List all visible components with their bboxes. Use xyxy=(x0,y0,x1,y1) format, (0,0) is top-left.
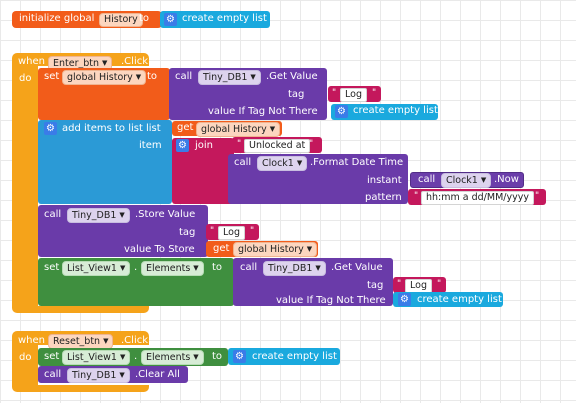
when-label: when xyxy=(18,335,46,346)
set-to-label: to xyxy=(212,262,223,273)
call-label: call xyxy=(44,369,62,380)
call-label: call xyxy=(240,262,258,273)
clock-now-component-dropdown[interactable]: Clock1 ▼ xyxy=(441,173,492,188)
mutator-gear-icon[interactable]: ⚙ xyxy=(44,122,57,135)
elements-property-dropdown[interactable]: Elements ▼ xyxy=(141,350,204,365)
create-empty-list-block[interactable] xyxy=(393,292,503,307)
dot-separator: . xyxy=(134,262,138,273)
do-label: do xyxy=(19,73,32,84)
now-method-label: .Now xyxy=(494,174,519,185)
call-label: call xyxy=(175,71,193,82)
clock-component-dropdown[interactable]: Clock1 ▼ xyxy=(257,156,308,171)
value-if-tag-not-there-label: value If Tag Not There xyxy=(276,295,386,306)
tag-param-label: tag xyxy=(367,280,384,291)
tinydb-component-dropdown[interactable]: Tiny_DB1 ▼ xyxy=(67,208,130,223)
get-label: get xyxy=(213,243,230,254)
tag-param-label: tag xyxy=(288,89,305,100)
text-unlocked-field[interactable]: Unlocked at xyxy=(244,139,311,153)
mutator-gear-icon[interactable]: ⚙ xyxy=(233,350,246,363)
item-param-label: item xyxy=(139,140,162,151)
when-label: when xyxy=(18,56,46,67)
text-pattern-field[interactable]: hh:mm a dd/MM/yyyy xyxy=(421,191,534,205)
storevalue-method-label: .Store Value xyxy=(135,209,196,220)
tinydb-component-dropdown[interactable]: Tiny_DB1 ▼ xyxy=(67,368,130,383)
getvalue-method-label: .Get Value xyxy=(331,262,383,273)
add-items-label: add items to list xyxy=(62,123,143,134)
text-log-field[interactable]: Log xyxy=(405,279,432,293)
mutator-gear-icon[interactable]: ⚙ xyxy=(335,105,348,118)
create-empty-list-label: create empty list xyxy=(353,105,438,116)
text-log-field[interactable]: Log xyxy=(218,226,245,240)
init-to-label: to xyxy=(139,13,150,24)
join-label: join xyxy=(195,140,214,151)
instant-param-label: instant xyxy=(367,175,402,186)
reset-btn-component-dropdown[interactable]: Reset_btn ▼ xyxy=(48,334,114,349)
get-history-var-dropdown[interactable]: global History ▼ xyxy=(196,122,281,137)
call-label: call xyxy=(234,157,252,168)
click-event-label: .Click xyxy=(121,335,149,346)
listview-component-dropdown[interactable]: List_View1 ▼ xyxy=(62,261,131,276)
set-to-label: to xyxy=(147,71,158,82)
call-label: call xyxy=(418,174,436,185)
click-event-label: .Click xyxy=(121,56,149,67)
set-to-label: to xyxy=(212,351,223,362)
value-to-store-label: value To Store xyxy=(124,244,195,255)
create-empty-list-label: create empty list xyxy=(182,13,267,24)
set-label: set xyxy=(44,351,60,362)
text-log-field[interactable]: Log xyxy=(340,88,367,102)
add-items-to-list-block[interactable] xyxy=(38,120,172,204)
create-empty-list-label: create empty list xyxy=(252,351,337,362)
create-empty-list-block[interactable] xyxy=(331,104,438,120)
set-label: set xyxy=(44,262,60,273)
mutator-gear-icon[interactable]: ⚙ xyxy=(176,139,189,152)
listview-component-dropdown[interactable]: List_View1 ▼ xyxy=(62,350,131,365)
get-label: get xyxy=(177,122,194,133)
tag-param-label: tag xyxy=(179,227,196,238)
value-if-tag-not-there-label: value If Tag Not There xyxy=(208,106,318,117)
history-var-name-field[interactable]: History xyxy=(99,13,143,27)
init-global-label: initialize global xyxy=(19,13,95,24)
list-param-label: list xyxy=(146,123,161,134)
call-label: call xyxy=(44,209,62,220)
getvalue-method-label: .Get Value xyxy=(266,71,318,82)
get-history-var-dropdown[interactable]: global History ▼ xyxy=(233,242,318,257)
tinydb-component-dropdown[interactable]: Tiny_DB1 ▼ xyxy=(198,70,261,85)
do-label: do xyxy=(19,352,32,363)
elements-property-dropdown[interactable]: Elements ▼ xyxy=(141,261,204,276)
create-empty-list-block[interactable] xyxy=(160,11,270,28)
mutator-gear-icon[interactable]: ⚙ xyxy=(398,293,411,306)
format-datetime-method-label: .Format Date Time xyxy=(310,157,404,168)
pattern-param-label: pattern xyxy=(365,192,402,203)
create-empty-list-label: create empty list xyxy=(417,294,502,305)
dot-separator: . xyxy=(134,351,138,362)
clearall-method-label: .Clear All xyxy=(135,369,180,380)
set-label: set xyxy=(44,71,60,82)
create-empty-list-block[interactable] xyxy=(228,348,340,365)
mutator-gear-icon[interactable]: ⚙ xyxy=(164,13,177,26)
tinydb-component-dropdown[interactable]: Tiny_DB1 ▼ xyxy=(263,261,326,276)
set-history-var-dropdown[interactable]: global History ▼ xyxy=(62,70,147,85)
